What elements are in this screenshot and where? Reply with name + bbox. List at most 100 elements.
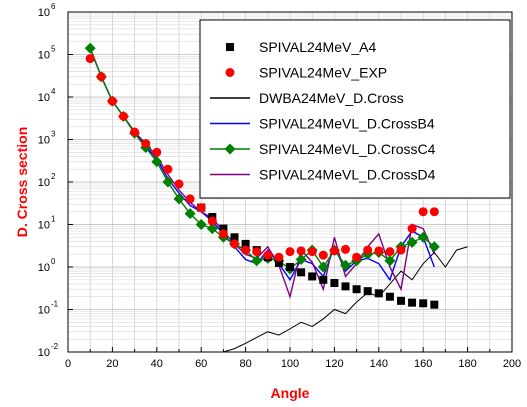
data-point xyxy=(151,156,163,168)
legend-item: SPIVAL24MeVL_D.CrossB4 xyxy=(210,116,435,132)
data-point xyxy=(295,254,307,266)
data-point xyxy=(385,292,394,301)
data-point xyxy=(330,279,339,288)
y-tick-label: 10 xyxy=(38,135,50,147)
data-point xyxy=(341,282,350,291)
y-tick-exponent: 5 xyxy=(51,45,56,54)
data-point xyxy=(141,139,151,149)
data-point xyxy=(274,258,283,267)
legend: SPIVAL24MeV_A4 SPIVAL24MeV_EXP DWBA24MeV_D… xyxy=(199,19,511,199)
y-tick-label: 10 xyxy=(38,92,50,104)
legend-swatch-marker xyxy=(225,68,235,77)
data-point xyxy=(341,244,350,254)
data-point xyxy=(96,72,106,82)
data-point xyxy=(230,233,239,242)
y-tick-label: 10 xyxy=(38,7,50,19)
data-point xyxy=(418,207,428,217)
data-point xyxy=(430,300,439,309)
data-point xyxy=(241,239,250,248)
y-axis-title: D. Cross section xyxy=(14,127,30,237)
legend-item: SPIVAL24MeVL_D.CrossC4 xyxy=(210,141,436,157)
data-point xyxy=(274,252,284,262)
y-tick-label: 10 xyxy=(38,220,50,232)
series-DWBA24MeV_D.Cross xyxy=(223,246,468,353)
data-point xyxy=(185,194,195,204)
data-point xyxy=(219,224,228,233)
y-tick-exponent: 2 xyxy=(51,172,56,181)
data-point xyxy=(429,207,439,217)
x-tick-label: 140 xyxy=(370,358,388,370)
y-tick-label: 10 xyxy=(38,177,50,189)
data-point xyxy=(318,250,328,260)
data-point xyxy=(263,250,273,260)
legend-swatch-marker xyxy=(226,43,234,51)
y-tick-exponent: 4 xyxy=(51,87,56,96)
data-point xyxy=(241,245,251,255)
data-point xyxy=(207,216,217,226)
y-tick-label: 10 xyxy=(38,305,50,317)
data-point xyxy=(340,259,351,271)
data-point xyxy=(417,231,429,243)
legend-swatch-marker xyxy=(224,143,236,155)
data-point xyxy=(397,296,405,305)
data-point xyxy=(329,246,339,256)
y-tick-exponent: 1 xyxy=(51,215,56,224)
y-tick-exponent: -2 xyxy=(51,342,59,351)
data-point xyxy=(84,42,96,54)
legend-item: SPIVAL24MeV_A4 xyxy=(226,39,376,55)
legend-item: SPIVAL24MeVL_D.CrossD4 xyxy=(210,167,436,183)
data-point xyxy=(196,203,206,213)
y-tick-exponent: 3 xyxy=(51,130,56,139)
data-point xyxy=(230,239,239,249)
data-point xyxy=(296,246,306,256)
data-point xyxy=(119,111,128,121)
data-point xyxy=(162,176,174,188)
legend-label: SPIVAL24MeVL_D.CrossD4 xyxy=(259,167,436,183)
data-point xyxy=(252,247,262,257)
series-line xyxy=(223,246,468,353)
data-point xyxy=(317,261,329,273)
data-point xyxy=(363,245,373,255)
x-tick-label: 40 xyxy=(151,358,163,370)
data-point xyxy=(374,289,383,298)
data-point xyxy=(352,252,362,262)
y-tick-exponent: 0 xyxy=(51,257,56,266)
data-point xyxy=(396,245,406,255)
x-tick-label: 160 xyxy=(414,358,432,370)
legend-label: SPIVAL24MeV_A4 xyxy=(259,39,376,55)
series-SPIVAL24MeV_EXP xyxy=(85,54,439,262)
data-point xyxy=(152,147,162,157)
y-tick-label: 10 xyxy=(38,347,50,359)
data-point xyxy=(85,54,95,64)
data-point xyxy=(184,208,196,220)
data-point xyxy=(385,247,395,257)
x-tick-label: 60 xyxy=(195,358,207,370)
axis-ticks: 0 20 40 60 80 100 120 140 160 180 20010-210-110010… xyxy=(38,2,521,370)
data-point xyxy=(419,299,428,308)
data-point xyxy=(218,229,228,239)
legend-item: SPIVAL24MeV_EXP xyxy=(225,65,387,81)
data-point xyxy=(352,285,361,294)
data-point xyxy=(195,219,207,230)
y-tick-exponent: 6 xyxy=(51,2,56,11)
legend-box xyxy=(199,19,511,199)
y-tick-label: 10 xyxy=(38,50,50,62)
data-point xyxy=(173,193,185,205)
x-tick-label: 20 xyxy=(106,358,118,370)
data-point xyxy=(408,298,417,307)
y-tick-label: 10 xyxy=(38,262,50,274)
legend-label: SPIVAL24MeV_EXP xyxy=(259,65,387,81)
data-point xyxy=(206,223,218,235)
data-point xyxy=(251,255,263,267)
data-point xyxy=(374,246,384,256)
data-point xyxy=(107,96,117,106)
x-axis-title: Angle xyxy=(271,385,310,401)
data-point xyxy=(319,275,328,284)
series-SPIVAL24MeV_A4 xyxy=(197,203,439,309)
legend-label: SPIVAL24MeVL_D.CrossC4 xyxy=(259,141,436,157)
data-point xyxy=(297,268,306,277)
data-point xyxy=(130,127,140,137)
data-point xyxy=(363,287,372,296)
x-tick-label: 0 xyxy=(65,358,71,370)
data-point xyxy=(384,255,396,267)
